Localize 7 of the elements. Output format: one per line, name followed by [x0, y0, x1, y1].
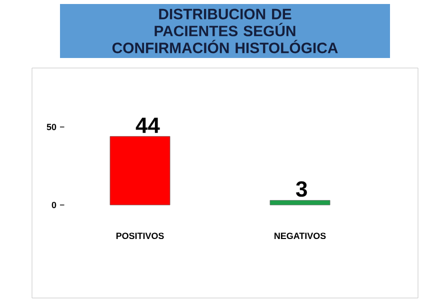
y-tick-label: 50	[46, 124, 56, 130]
data-label: 44	[136, 118, 160, 133]
data-label: 3	[296, 181, 307, 197]
chart-title: DISTRIBUCION DE PACIENTES SEGÚN CONFIRMACIÓN HISTOLÓGICA	[112, 8, 338, 54]
x-tick-label: NEGATIVOS	[274, 232, 326, 240]
y-tick-label: 0	[52, 202, 56, 208]
x-tick-label: POSITIVOS	[116, 232, 164, 240]
